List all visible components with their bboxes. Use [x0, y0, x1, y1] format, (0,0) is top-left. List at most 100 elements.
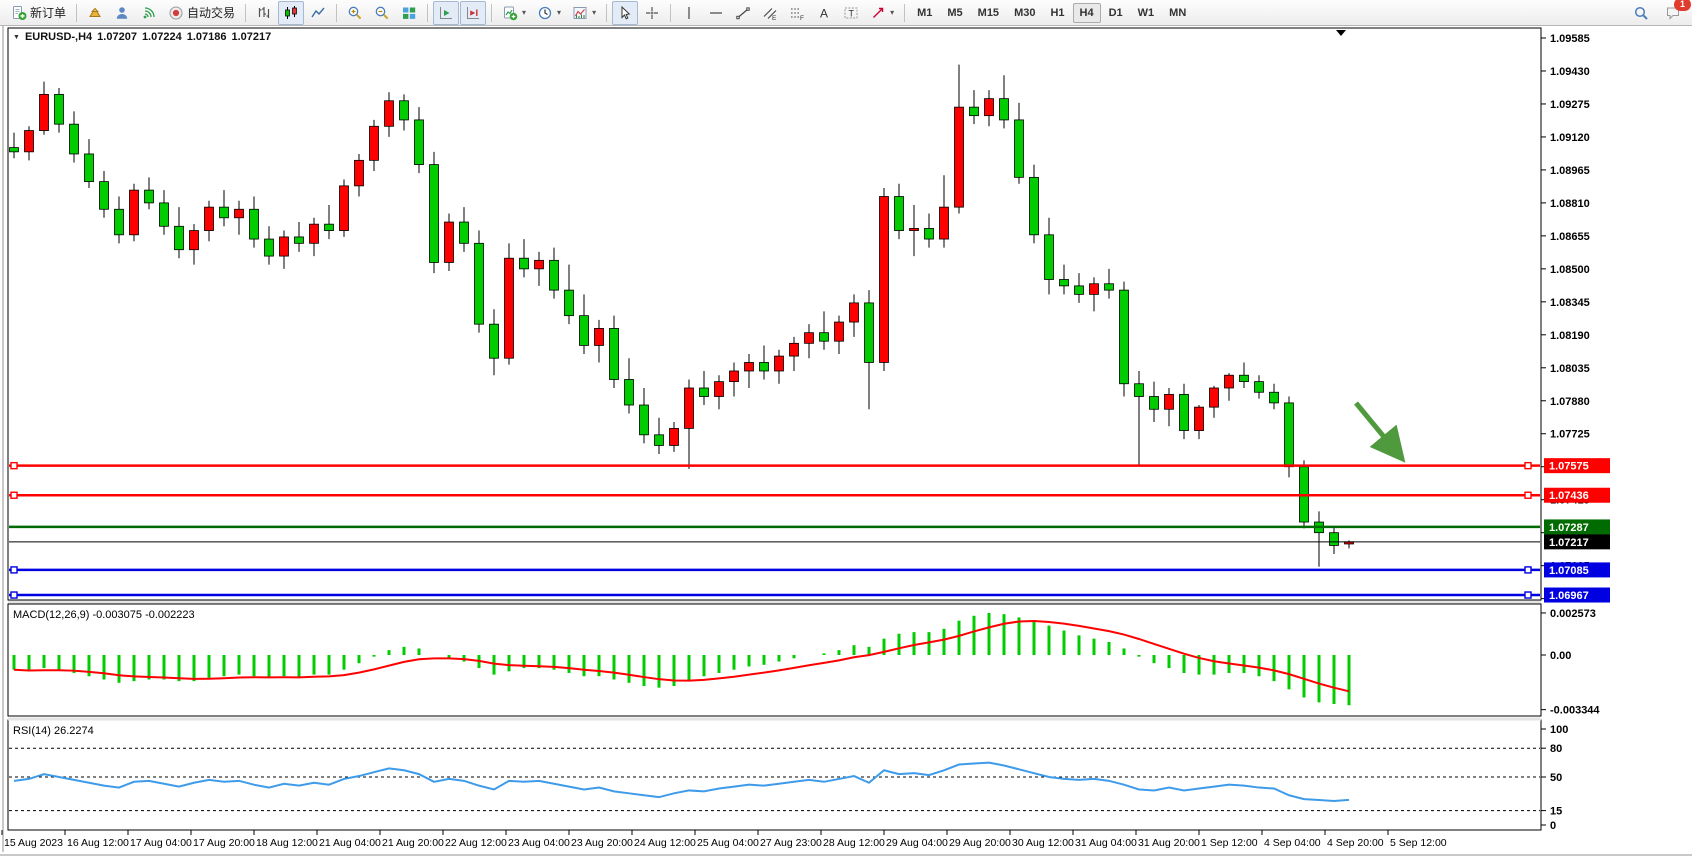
resistance-line-1-handle[interactable] [1524, 461, 1532, 470]
toolbar-separator [606, 3, 608, 22]
tile-windows-button[interactable] [396, 1, 422, 25]
zoomout-icon [375, 6, 389, 19]
time-axis[interactable]: 15 Aug 2023 16 Aug 12:00 17 Aug 04:00 17 Au… [1, 830, 1447, 849]
timeframe-m15-button[interactable]: M15 [977, 6, 1000, 19]
fibonacci-button[interactable]: F [784, 1, 810, 25]
text-label-button[interactable]: T [838, 1, 864, 25]
candle [789, 342, 799, 357]
high-value: 1.07224 [141, 31, 182, 43]
crosshair-button[interactable] [639, 1, 665, 25]
resistance-line-1-handle[interactable] [10, 461, 18, 470]
equidistant-channel-button[interactable]: E [757, 1, 783, 25]
rsi-tick-label: 50 [1550, 772, 1562, 784]
timeframe-m1-button[interactable]: M1 [917, 6, 933, 19]
timeframe-h1-button[interactable]: H1 [1050, 6, 1065, 19]
candle [159, 202, 169, 227]
macd-tick-label: 0.00 [1550, 650, 1571, 662]
toolbar-separator [76, 3, 78, 22]
arrow-annotation[interactable] [1354, 401, 1406, 463]
resistance-line-1-price-label: 1.07575 [1549, 461, 1589, 473]
macd-label: MACD(12,26,9) -0.003075 -0.002223 [13, 609, 195, 621]
periods-button[interactable]: ▾ [532, 1, 566, 25]
candle [384, 100, 394, 127]
candle [129, 189, 139, 236]
candle [1284, 402, 1294, 468]
candle [1194, 406, 1204, 431]
timeframe-d1-button[interactable]: D1 [1108, 6, 1123, 19]
horizontal-line-button[interactable] [703, 1, 729, 25]
time-tick-label: 21 Aug 20:00 [382, 837, 444, 849]
timeframe-w1-button[interactable]: W1 [1137, 6, 1155, 19]
crosshair-icon [646, 6, 659, 19]
text-button[interactable]: A [811, 1, 837, 25]
search-button[interactable] [1628, 1, 1654, 25]
chart-shift-button[interactable] [460, 0, 487, 25]
candle [204, 206, 214, 231]
candle [1224, 374, 1234, 389]
timeframe-mn-button[interactable]: MN [1169, 6, 1187, 19]
candle [144, 189, 154, 204]
candlestick-chart-button[interactable] [278, 0, 305, 25]
support-line-blue-2-handle[interactable] [10, 591, 18, 599]
textA-icon: A [820, 6, 828, 20]
chart-shift-marker[interactable] [1336, 30, 1346, 36]
chart-area[interactable]: 1.09585 1.09430 1.09275 1.09120 1.08965 1.088… [0, 26, 1692, 854]
channel-icon: E [763, 7, 777, 21]
candle [369, 125, 379, 161]
panel-splitter[interactable] [8, 600, 1541, 604]
indicators-icon [504, 6, 518, 20]
candle [744, 362, 754, 372]
support-line-green-price-label: 1.07287 [1549, 522, 1589, 534]
candle [999, 98, 1009, 121]
time-tick-label: 24 Aug 12:00 [634, 837, 696, 849]
trendline-button[interactable] [730, 1, 756, 25]
toolbar-separator [491, 3, 493, 22]
candle [624, 379, 634, 406]
price-axis[interactable]: 1.09585 1.09430 1.09275 1.09120 1.08965 1.088… [1541, 33, 1610, 606]
vertical-line-button[interactable] [676, 1, 702, 25]
resistance-line-2-handle[interactable] [10, 491, 18, 499]
candle [879, 196, 889, 363]
notifications-button[interactable]: 1 [1660, 0, 1691, 25]
timeframe-m30-button[interactable]: M30 [1014, 6, 1036, 19]
fibo-icon: F [791, 8, 804, 21]
zoom-in-button[interactable] [342, 1, 368, 25]
candle [684, 387, 694, 429]
time-tick-label: 18 Aug 12:00 [256, 837, 318, 849]
candle [84, 153, 94, 183]
line-chart-button[interactable] [305, 1, 331, 25]
candle [324, 223, 334, 231]
cursor-button[interactable] [612, 0, 639, 25]
resistance-line-2-handle[interactable] [1524, 491, 1532, 499]
indicators-button[interactable]: ▾ [497, 1, 531, 25]
timeframe-h4-button[interactable]: H4 [1072, 2, 1101, 23]
horizontal-lines-group [9, 461, 1540, 599]
svg-text:F: F [800, 15, 804, 21]
market-watch-button[interactable] [109, 1, 135, 25]
panel-splitter[interactable] [8, 717, 1541, 721]
support-line-blue-1-handle[interactable] [10, 566, 18, 574]
autotrading-button-label: 自动交易 [187, 6, 236, 20]
candle [759, 362, 769, 372]
support-line-blue-1-handle[interactable] [1524, 566, 1532, 574]
time-tick-label: 30 Aug 12:00 [1012, 837, 1074, 849]
new-order-button[interactable]: 新订单 [6, 1, 71, 25]
chart-menu-arrow-icon[interactable]: ▼ [13, 33, 20, 41]
zoom-out-button[interactable] [369, 1, 395, 25]
signals-button[interactable] [136, 1, 162, 25]
auto-scroll-button[interactable] [433, 0, 460, 25]
candle [309, 223, 319, 244]
arrows-button[interactable]: ▾ [865, 1, 899, 25]
notification-badge: 1 [1674, 0, 1691, 11]
support-line-green-price-box [1544, 519, 1610, 535]
timeframe-m5-button[interactable]: M5 [947, 6, 963, 19]
candle [99, 181, 109, 210]
templates-button[interactable]: ▾ [567, 1, 601, 25]
bar-chart-button[interactable] [251, 1, 277, 25]
candle [399, 100, 409, 121]
autotrading-button[interactable]: 自动交易 [163, 1, 240, 25]
template-icon [573, 6, 587, 19]
support-line-blue-2-handle[interactable] [1524, 591, 1532, 599]
macd-tick-label: -0.003344 [1550, 705, 1600, 717]
profile-button[interactable] [82, 1, 108, 25]
